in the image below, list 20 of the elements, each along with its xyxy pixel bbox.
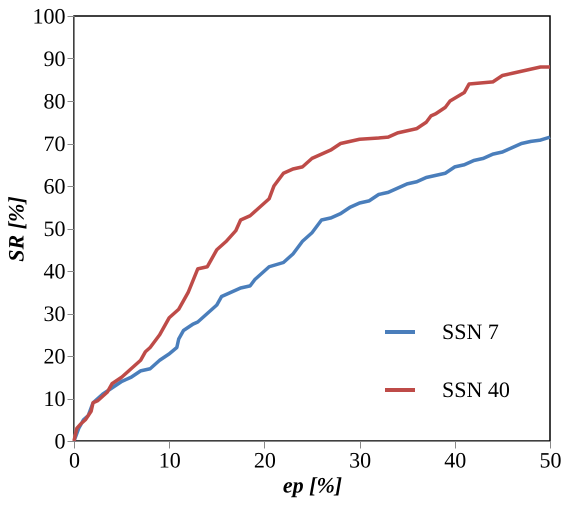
x-tick-label: 10 bbox=[158, 448, 181, 472]
y-tick-label: 90 bbox=[44, 46, 66, 71]
y-tick-label: 40 bbox=[44, 258, 66, 284]
x-tick-label: 30 bbox=[349, 448, 372, 472]
y-axis-title: SR [%] bbox=[4, 196, 28, 262]
legend-label: SSN 40 bbox=[442, 377, 510, 402]
y-tick-label: 0 bbox=[54, 428, 66, 454]
x-tick-label: 20 bbox=[254, 448, 276, 472]
y-tick-label: 70 bbox=[44, 131, 66, 156]
x-tick-label: 40 bbox=[444, 448, 466, 472]
x-tick-label: 50 bbox=[540, 448, 562, 472]
y-tick-label: 20 bbox=[44, 344, 66, 368]
y-tick-label: 80 bbox=[44, 88, 66, 114]
x-axis-title: ep [%] bbox=[282, 472, 342, 498]
y-tick-label: 50 bbox=[44, 216, 66, 241]
legend-label: SSN 7 bbox=[442, 319, 499, 344]
y-tick-label: 10 bbox=[44, 386, 66, 411]
y-tick-label: 60 bbox=[44, 174, 66, 198]
y-tick-label: 30 bbox=[44, 301, 66, 326]
y-tick-label: 100 bbox=[32, 4, 66, 28]
